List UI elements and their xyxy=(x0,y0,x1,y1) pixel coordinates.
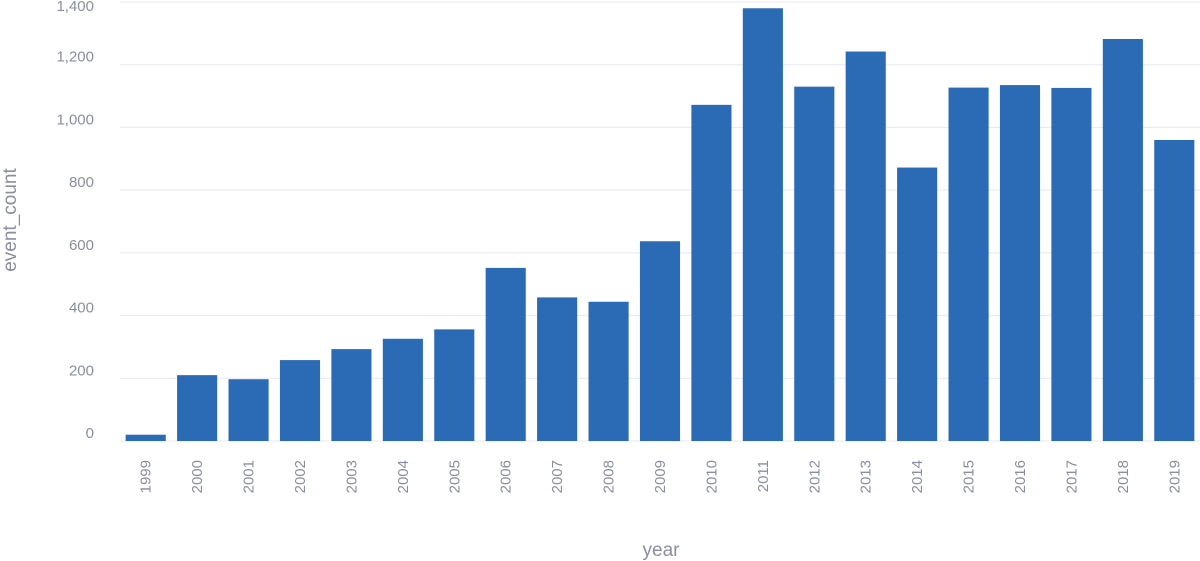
y-axis-title: event_count xyxy=(0,168,21,272)
y-tick-label: 400 xyxy=(69,300,94,317)
x-tick-label: 2012 xyxy=(806,460,823,493)
x-tick-label: 2006 xyxy=(498,460,515,493)
x-tick-label: 2017 xyxy=(1063,460,1080,493)
x-tick-label: 2019 xyxy=(1166,460,1183,493)
bar-2018[interactable] xyxy=(1102,39,1143,441)
bar-2017[interactable] xyxy=(1051,87,1092,441)
x-tick-label: 2000 xyxy=(189,460,206,493)
x-tick-label: 2011 xyxy=(755,460,772,492)
y-tick-label: 600 xyxy=(69,237,94,254)
y-tick-label: 800 xyxy=(69,174,94,191)
x-tick-label: 2005 xyxy=(446,460,463,493)
x-tick-label: 2018 xyxy=(1115,460,1132,493)
bar-2006[interactable] xyxy=(485,267,526,441)
bar-2019[interactable] xyxy=(1154,139,1195,441)
x-tick-label: 2009 xyxy=(652,460,669,493)
x-tick-label: 2015 xyxy=(961,460,978,493)
x-tick-label: 2016 xyxy=(1012,460,1029,493)
bar-2014[interactable] xyxy=(897,167,938,441)
x-tick-label: 2013 xyxy=(858,460,875,493)
bar-2008[interactable] xyxy=(588,301,629,441)
x-tick-label: 2002 xyxy=(292,460,309,493)
x-axis-ticks: 1999 2000 2001 2002 2003 2004 2005 2006 2007 2008… xyxy=(138,460,1184,493)
bar-2002[interactable] xyxy=(279,360,321,441)
bars xyxy=(125,8,1195,442)
bar-2001[interactable] xyxy=(228,379,269,441)
x-axis-title: year xyxy=(643,540,681,561)
y-tick-label: 200 xyxy=(69,362,94,379)
y-tick-label: 1,200 xyxy=(56,49,94,66)
x-tick-label: 2007 xyxy=(549,460,566,493)
bar-2011[interactable] xyxy=(742,8,783,442)
x-tick-label: 2014 xyxy=(909,460,926,493)
bar-2013[interactable] xyxy=(845,51,886,442)
bar-2010[interactable] xyxy=(691,104,732,441)
bar-2012[interactable] xyxy=(794,86,835,442)
x-tick-label: 2003 xyxy=(343,460,360,493)
bar-2015[interactable] xyxy=(948,87,989,441)
bar-2000[interactable] xyxy=(177,375,218,441)
bar-2005[interactable] xyxy=(434,329,475,441)
bar-2016[interactable] xyxy=(999,85,1041,441)
y-tick-label: 1,000 xyxy=(56,111,94,128)
bar-1999[interactable] xyxy=(125,434,166,441)
x-tick-label: 2004 xyxy=(395,460,412,493)
y-tick-label: 1,400 xyxy=(56,0,94,15)
bar-2004[interactable] xyxy=(382,338,423,441)
bar-2003[interactable] xyxy=(331,349,372,441)
y-tick-label: 0 xyxy=(86,425,94,442)
x-tick-label: 2008 xyxy=(601,460,618,493)
x-tick-label: 2010 xyxy=(703,460,720,493)
y-axis-ticks: 0 200 400 600 800 1,000 1,200 1,400 xyxy=(56,0,94,442)
x-tick-label: 2001 xyxy=(241,460,258,493)
bar-2007[interactable] xyxy=(537,297,578,441)
bar-2009[interactable] xyxy=(639,241,681,441)
x-tick-label: 1999 xyxy=(138,460,155,493)
